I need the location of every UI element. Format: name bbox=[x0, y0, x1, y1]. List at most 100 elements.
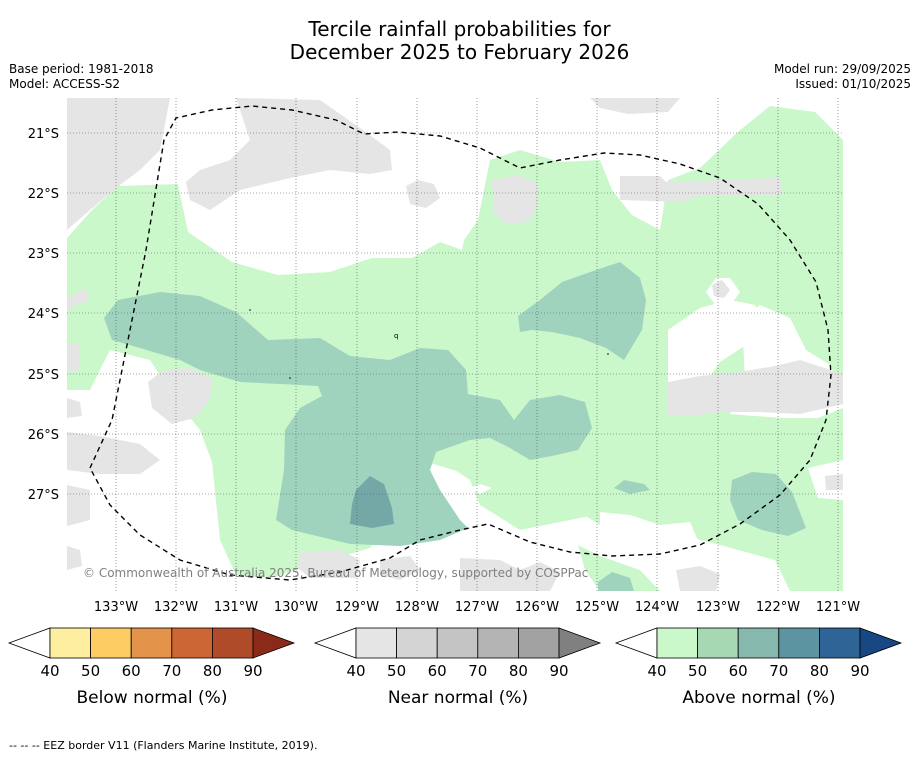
legend-above-tick: 90 bbox=[850, 662, 869, 680]
base-period: Base period: 1981-2018 bbox=[9, 62, 154, 76]
longitude-label: 124°W bbox=[635, 600, 679, 615]
legend-below-swatch bbox=[130, 627, 173, 659]
island-marker bbox=[607, 353, 609, 355]
legend-above-tick: 40 bbox=[647, 662, 666, 680]
legend-above-arrow-left bbox=[614, 627, 658, 659]
legend-above-tick: 50 bbox=[688, 662, 707, 680]
model-run: Model run: 29/09/2025 bbox=[773, 62, 911, 76]
eez-border bbox=[89, 105, 832, 581]
longitude-label: 127°W bbox=[455, 600, 499, 615]
legend-near-arrow-left bbox=[313, 627, 357, 659]
legend-near-label: Near normal (%) bbox=[388, 688, 528, 708]
island-marker: q bbox=[394, 332, 398, 340]
latitude-label: 21°S bbox=[28, 127, 59, 142]
latitude-label: 24°S bbox=[28, 307, 59, 322]
legend-near-ticks: 40 50 60 70 80 90 bbox=[346, 662, 568, 680]
legend-below-tick: 80 bbox=[203, 662, 222, 680]
legend-near-tick: 50 bbox=[387, 662, 406, 680]
above-normal-50-region bbox=[614, 480, 650, 494]
map-area: q © Commonwealth of Australia 2025, Bure… bbox=[67, 98, 843, 591]
legend-below-tick: 90 bbox=[243, 662, 262, 680]
legend-below-tick: 70 bbox=[162, 662, 181, 680]
issued-date: Issued: 01/10/2025 bbox=[795, 77, 911, 91]
legend-above-tick: 60 bbox=[729, 662, 748, 680]
legend-below-arrow-left bbox=[7, 627, 51, 659]
legend-below-tick: 60 bbox=[122, 662, 141, 680]
title-line-1: Tercile rainfall probabilities for bbox=[308, 17, 611, 41]
model-name: Model: ACCESS-S2 bbox=[9, 77, 121, 91]
legend-below-normal: 40 50 60 70 80 90 Below normal (%) bbox=[7, 627, 296, 708]
above-normal-50-region bbox=[104, 292, 592, 546]
longitude-labels: 133°W 132°W 131°W 130°W 129°W 128°W 127°W 126°W… bbox=[94, 600, 860, 615]
longitude-label: 133°W bbox=[94, 600, 138, 615]
longitude-gridlines bbox=[115, 98, 839, 591]
longitude-label: 123°W bbox=[696, 600, 740, 615]
legend-above-swatch bbox=[819, 627, 861, 659]
longitude-label: 125°W bbox=[575, 600, 619, 615]
longitude-label: 129°W bbox=[335, 600, 379, 615]
legend-near-tick: 90 bbox=[549, 662, 568, 680]
legend-below-tick: 40 bbox=[40, 662, 59, 680]
above-normal-50-region bbox=[730, 472, 806, 536]
legend-below-swatch bbox=[171, 627, 213, 659]
legend-below-swatch bbox=[211, 627, 254, 659]
latitude-label: 26°S bbox=[28, 428, 59, 443]
longitude-label: 131°W bbox=[214, 600, 258, 615]
above-normal-60-region bbox=[350, 476, 394, 528]
legend-near-swatch bbox=[477, 627, 519, 659]
longitude-label: 132°W bbox=[154, 600, 198, 615]
title-line-2: December 2025 to February 2026 bbox=[289, 40, 630, 64]
longitude-label: 121°W bbox=[816, 600, 860, 615]
above-normal-40-region bbox=[67, 106, 843, 591]
latitude-label: 23°S bbox=[28, 247, 59, 262]
legend-below-label: Below normal (%) bbox=[77, 688, 228, 708]
longitude-label: 130°W bbox=[274, 600, 318, 615]
legend-below-swatch bbox=[90, 627, 132, 659]
legend-below-tick: 50 bbox=[81, 662, 100, 680]
legend-near-swatches bbox=[355, 627, 602, 659]
legend-below-swatches bbox=[49, 627, 296, 659]
legend-near-tick: 40 bbox=[346, 662, 365, 680]
legend-near-swatch bbox=[518, 627, 560, 659]
legend-above-swatch bbox=[697, 627, 739, 659]
footer-note: -- -- -- EEZ border V11 (Flanders Marine… bbox=[9, 739, 318, 752]
legend-near-normal: 40 50 60 70 80 90 Near normal (%) bbox=[313, 627, 602, 708]
legend-near-swatch bbox=[436, 627, 479, 659]
legend-above-swatches bbox=[656, 627, 903, 659]
island-marker bbox=[249, 309, 251, 311]
copyright-text: © Commonwealth of Australia 2025, Bureau… bbox=[83, 566, 588, 580]
legend-near-tick: 70 bbox=[468, 662, 487, 680]
latitude-label: 22°S bbox=[28, 187, 59, 202]
legend-below-ticks: 40 50 60 70 80 90 bbox=[40, 662, 262, 680]
latitude-gridlines bbox=[67, 132, 843, 495]
longitude-label: 128°W bbox=[395, 600, 439, 615]
map-figure: q © Commonwealth of Australia 2025, Bure… bbox=[7, 98, 903, 708]
legend-above-swatch bbox=[656, 627, 698, 659]
above-normal-50-region bbox=[518, 262, 646, 360]
legend-near-tick: 80 bbox=[509, 662, 528, 680]
legend-above-tick: 70 bbox=[769, 662, 788, 680]
legend-near-swatch bbox=[355, 627, 397, 659]
legend-above-arrow-right bbox=[859, 627, 903, 659]
legend-below-arrow-right bbox=[252, 627, 296, 659]
legend-near-tick: 60 bbox=[428, 662, 447, 680]
latitude-label: 25°S bbox=[28, 368, 59, 383]
legend-above-label: Above normal (%) bbox=[682, 688, 835, 708]
legend-above-swatch bbox=[778, 627, 820, 659]
longitude-label: 126°W bbox=[515, 600, 559, 615]
map-title: Tercile rainfall probabilities for Decem… bbox=[0, 18, 919, 64]
meta-left: Base period: 1981-2018 Model: ACCESS-S2 bbox=[9, 62, 154, 92]
legend-above-ticks: 40 50 60 70 80 90 bbox=[647, 662, 869, 680]
longitude-label: 122°W bbox=[756, 600, 800, 615]
legend-above-tick: 80 bbox=[810, 662, 829, 680]
latitude-label: 27°S bbox=[28, 488, 59, 503]
legend-below-swatch bbox=[49, 627, 91, 659]
legend-near-arrow-right bbox=[558, 627, 602, 659]
meta-right: Model run: 29/09/2025 Issued: 01/10/2025 bbox=[774, 62, 911, 92]
legend-near-swatch bbox=[396, 627, 438, 659]
legend-above-normal: 40 50 60 70 80 90 Above normal (%) bbox=[614, 627, 903, 708]
latitude-labels: 21°S 22°S 23°S 24°S 25°S 26°S 27°S bbox=[28, 127, 59, 503]
island-marker bbox=[289, 377, 291, 379]
legend-above-swatch bbox=[737, 627, 780, 659]
above-normal-50-region bbox=[598, 572, 634, 591]
